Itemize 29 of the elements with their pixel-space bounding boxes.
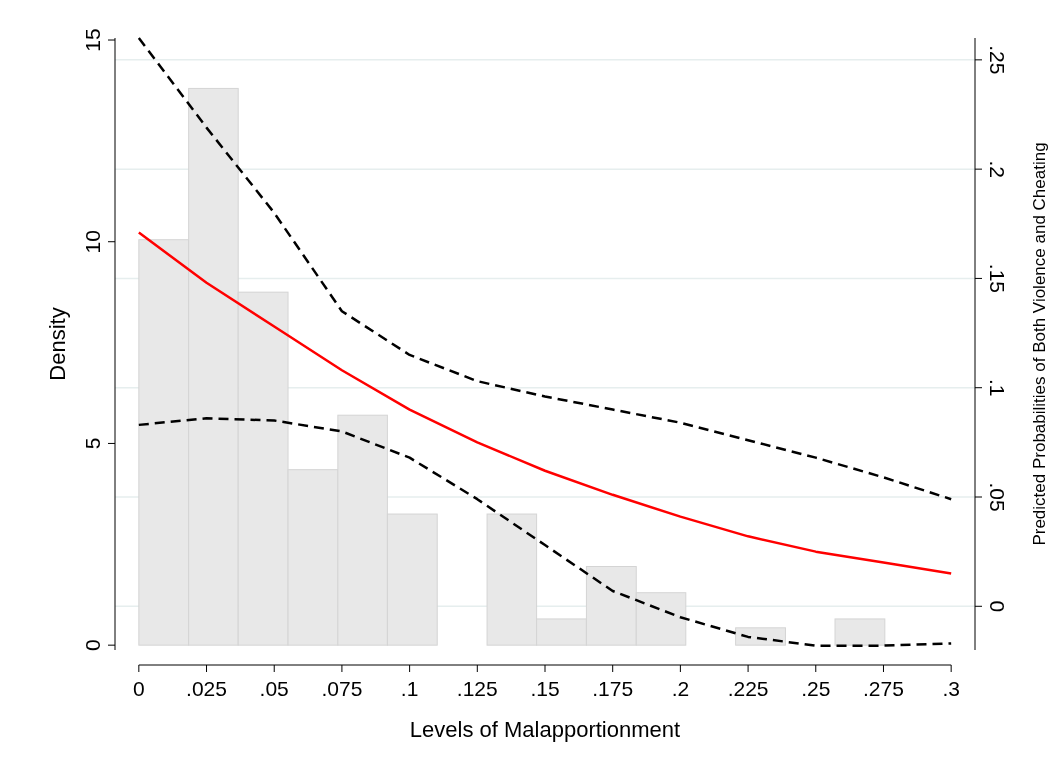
x-tick-label: .225 (727, 677, 769, 700)
y-tick-label: 0 (81, 639, 104, 651)
line-series (137, 36, 953, 501)
y-axis-title: Density (45, 307, 70, 381)
y2-axis-title: Predicted Probabilities of Both Violence and Cheating (1030, 142, 1049, 546)
y2-tick-label: .25 (986, 45, 1009, 75)
x-tick-label: .075 (321, 677, 363, 700)
y-tick-label: 5 (81, 437, 104, 450)
y-tick-label: 15 (81, 28, 104, 52)
line-series (137, 231, 953, 575)
y-tick-label: 10 (81, 230, 104, 254)
x-tick-label: .1 (400, 677, 419, 700)
x-axis-title: Levels of Malapportionment (409, 717, 681, 742)
x-tick-label: .2 (671, 677, 690, 700)
y2-tick-label: 0 (986, 600, 1009, 613)
line-series (137, 417, 953, 647)
x-tick-label: .125 (456, 677, 498, 700)
y2-tick-label: .2 (986, 160, 1009, 178)
x-tick-label: .25 (801, 677, 831, 700)
x-tick-label: .15 (530, 677, 560, 700)
y2-tick-label: .05 (986, 482, 1009, 512)
x-tick-label: .175 (592, 677, 634, 700)
x-tick-label: .05 (259, 677, 289, 700)
y2-tick-label: .15 (986, 263, 1009, 294)
x-tick-label: .275 (863, 677, 904, 700)
x-tick-label: .025 (186, 677, 227, 700)
x-tick-label: .3 (942, 677, 960, 700)
x-tick-label: 0 (132, 677, 145, 700)
y2-tick-label: .1 (986, 378, 1009, 397)
